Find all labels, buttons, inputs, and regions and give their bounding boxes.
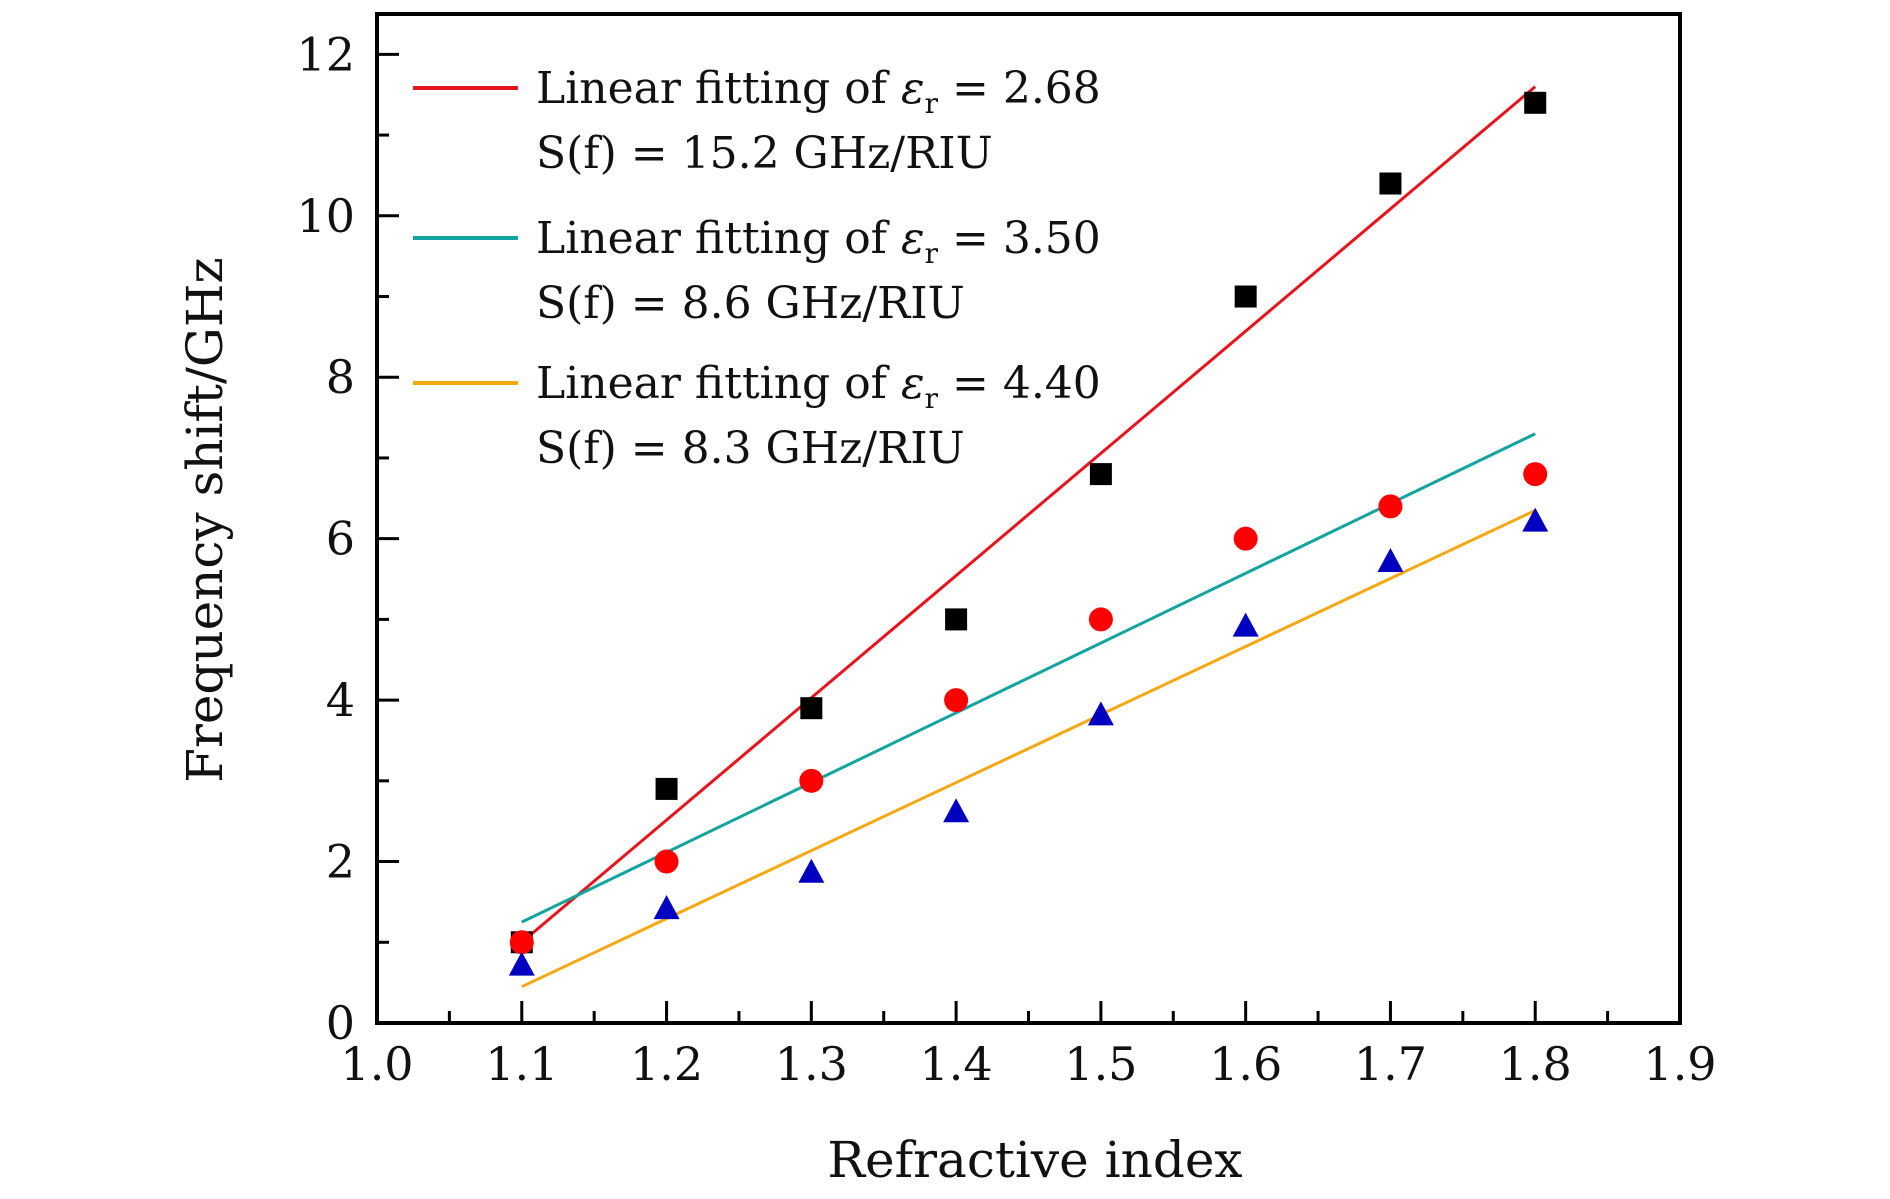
triangle-marker: [1232, 612, 1259, 637]
legend-label-1: Linear fitting of εr = 2.68: [536, 63, 1101, 120]
legend-sensitivity-2: S(f) = 8.6 GHz/RIU: [536, 278, 965, 329]
square-marker: [1379, 172, 1402, 195]
fit-line-3: [521, 509, 1536, 989]
circle-marker: [509, 930, 534, 955]
x-tick-label: 1.8: [1499, 1037, 1572, 1091]
legend-sensitivity-1: S(f) = 15.2 GHz/RIU: [536, 128, 993, 179]
circle-marker: [654, 849, 679, 874]
circle-marker: [1233, 526, 1258, 551]
x-tick-label: 1.9: [1643, 1037, 1716, 1091]
square-marker: [800, 697, 823, 720]
y-axis-title: Frequency shift/GHz: [176, 257, 234, 783]
y-tick-label: 2: [326, 835, 355, 889]
triangle-marker: [1087, 701, 1114, 726]
legend-sensitivity-3: S(f) = 8.3 GHz/RIU: [536, 423, 965, 474]
data-markers: [508, 91, 1549, 976]
circle-marker: [1088, 607, 1113, 632]
legend-label-3: Linear fitting of εr = 4.40: [536, 358, 1101, 415]
triangle-marker: [798, 858, 825, 883]
x-tick-label: 1.6: [1209, 1037, 1282, 1091]
legend: Linear fitting of εr = 2.68 S(f) = 15.2 G…: [413, 63, 1101, 474]
circle-marker: [944, 688, 969, 713]
circle-marker: [1378, 494, 1403, 519]
square-marker: [945, 608, 968, 631]
circle-marker: [1523, 462, 1548, 487]
y-tick-label: 6: [326, 512, 355, 566]
triangle-marker: [1377, 548, 1404, 573]
circle-marker: [799, 768, 824, 793]
triangle-marker: [1522, 507, 1549, 532]
y-tick-label: 12: [296, 27, 355, 81]
plot-frame: [375, 12, 1682, 1025]
tick-labels: 1.0 1.1 1.2 1.3 1.4 1.5 1.6 1.7 1.8 1.9 0 2 4 6 8 10 12: [296, 27, 1716, 1091]
fit-line-1: [520, 85, 1537, 944]
y-tick-label: 0: [326, 996, 355, 1050]
triangle-marker: [653, 895, 680, 920]
y-tick-label: 10: [296, 189, 355, 243]
x-tick-label: 1.0: [340, 1037, 413, 1091]
x-tick-label: 1.5: [1064, 1037, 1137, 1091]
square-marker: [1089, 463, 1112, 486]
legend-label-2: Linear fitting of εr = 3.50: [536, 213, 1101, 270]
x-tick-label: 1.2: [630, 1037, 703, 1091]
square-marker: [1524, 91, 1547, 114]
x-tick-label: 1.1: [485, 1037, 558, 1091]
x-tick-label: 1.7: [1354, 1037, 1427, 1091]
x-tick-label: 1.3: [775, 1037, 848, 1091]
triangle-marker: [508, 951, 535, 976]
x-tick-label: 1.4: [920, 1037, 993, 1091]
y-tick-label: 8: [326, 350, 355, 404]
fit-lines: [520, 85, 1537, 989]
triangle-marker: [943, 798, 970, 823]
fit-line-2: [521, 432, 1536, 924]
square-marker: [655, 777, 678, 800]
y-tick-label: 4: [326, 673, 355, 727]
x-axis-title: Refractive index: [827, 1131, 1242, 1189]
square-marker: [1234, 285, 1257, 308]
